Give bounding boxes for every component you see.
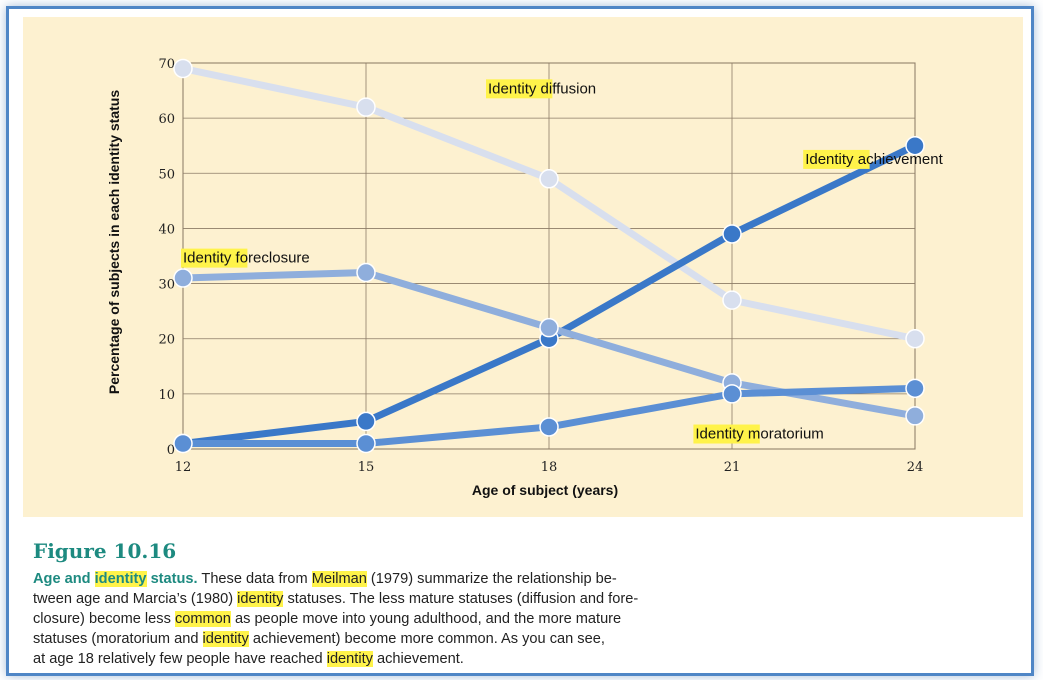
data-point xyxy=(722,224,742,244)
series-label: Identity moratorium xyxy=(693,424,824,444)
x-tick-label: 21 xyxy=(724,460,741,475)
y-tick-label: 50 xyxy=(158,167,175,182)
caption-segment: statuses (moratorium and xyxy=(33,631,203,647)
x-tick-label: 15 xyxy=(358,460,375,475)
label-rest: diffusion xyxy=(536,80,596,97)
caption-highlight: common xyxy=(174,611,231,627)
label-highlight xyxy=(803,149,870,169)
label-rest: foreclosure xyxy=(231,250,309,267)
line-chart: 0 10 20 30 40 50 60 70 12 15 18 21 24 Identity diffu… xyxy=(106,57,944,498)
data-point xyxy=(539,317,559,338)
y-axis-title: Percentage of subjects in each identity … xyxy=(106,90,122,394)
caption-highlight: Meilman xyxy=(311,571,367,587)
data-point xyxy=(173,58,193,79)
series-label: Identity achievement xyxy=(803,149,944,169)
caption-title-pre: Age and xyxy=(33,571,95,587)
caption-segment: closure) become less xyxy=(33,611,175,627)
label-highlight-word: Identity xyxy=(488,80,537,97)
y-tick-label: 10 xyxy=(158,388,175,403)
label-highlight xyxy=(486,79,553,99)
caption-segment: as people move into young adulthood, and… xyxy=(230,611,622,627)
caption-segment: achievement) become more common. As you … xyxy=(248,631,605,647)
label-rest: moratorium xyxy=(744,426,824,443)
series-label: Identity diffusion xyxy=(486,79,596,99)
series-label-text: Identity moratorium xyxy=(695,426,823,443)
y-tick-label: 20 xyxy=(158,333,175,348)
series-label-text: Identity foreclosure xyxy=(183,250,310,267)
caption-segment: at age 18 relatively few people have rea… xyxy=(33,651,327,667)
data-point xyxy=(173,268,193,288)
caption-segment: tween age and Marcia’s (1980) xyxy=(33,591,238,607)
data-point xyxy=(905,328,925,349)
series-label-text: Identity achievement xyxy=(805,151,943,168)
label-highlight-word: Identity xyxy=(805,151,854,168)
caption-title-post: status. xyxy=(146,571,198,587)
caption-segment: (1979) summarize the relationship be- xyxy=(366,571,617,587)
y-tick-label: 30 xyxy=(158,278,175,293)
data-point xyxy=(356,97,376,117)
label-highlight xyxy=(181,248,248,268)
y-tick-label: 60 xyxy=(158,112,175,127)
y-tick-label: 70 xyxy=(158,57,175,72)
data-point xyxy=(173,433,193,454)
data-point xyxy=(905,135,925,156)
x-axis-title: Age of subject (years) xyxy=(472,482,618,498)
data-point xyxy=(356,411,376,432)
axis-ticks: 0 10 20 30 40 50 60 70 12 15 18 21 24 xyxy=(158,57,923,475)
chart-panel: 0 10 20 30 40 50 60 70 12 15 18 21 24 Identity diffu… xyxy=(23,17,1023,517)
data-point xyxy=(905,406,925,426)
label-highlight-word: Identity xyxy=(695,426,744,443)
caption-segment: achievement. xyxy=(372,651,464,667)
figure-frame: 0 10 20 30 40 50 60 70 12 15 18 21 24 Identity diffu… xyxy=(6,6,1034,676)
grid xyxy=(182,62,916,450)
caption-segment: These data from xyxy=(197,571,312,587)
data-point xyxy=(722,290,742,310)
caption-text: Age and identity status. These data from… xyxy=(33,569,1023,669)
caption-highlight: identity xyxy=(202,631,249,647)
caption-highlight: identity xyxy=(326,651,373,667)
caption-highlight: identity xyxy=(237,591,284,607)
label-highlight xyxy=(693,424,760,444)
data-point xyxy=(539,169,559,189)
label-rest: achievement xyxy=(854,151,944,168)
series-label-text: Identity diffusion xyxy=(488,80,596,97)
x-tick-label: 18 xyxy=(541,460,558,475)
data-point xyxy=(356,433,376,454)
y-tick-label: 40 xyxy=(158,222,175,237)
data-point xyxy=(722,384,742,404)
y-tick-label: 0 xyxy=(167,443,175,458)
figure-caption: Figure 10.16 Age and identity status. Th… xyxy=(33,539,1023,669)
caption-title-mark: identity xyxy=(94,571,147,587)
x-tick-label: 12 xyxy=(175,460,192,475)
data-point xyxy=(905,378,925,399)
figure-number: Figure 10.16 xyxy=(33,539,177,563)
series-lines xyxy=(173,58,925,454)
caption-segment: statuses. The less mature statuses (diff… xyxy=(283,591,639,607)
data-point xyxy=(356,262,376,283)
data-point xyxy=(539,417,559,437)
series-label: Identity foreclosure xyxy=(181,248,310,268)
x-tick-label: 24 xyxy=(907,460,924,475)
label-highlight-word: Identity xyxy=(183,250,232,267)
